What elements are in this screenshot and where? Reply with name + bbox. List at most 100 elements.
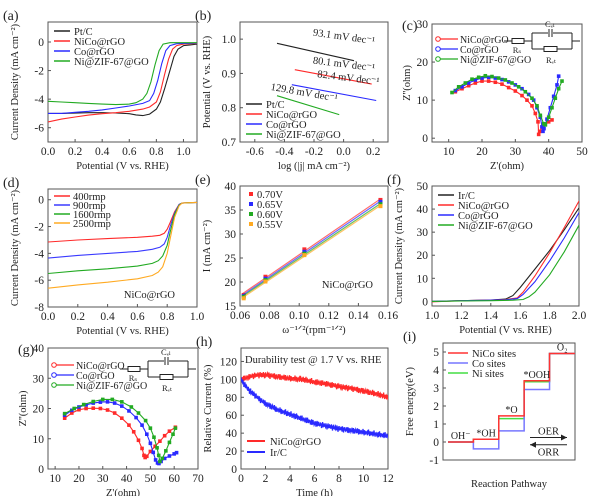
y-axis-label: Current Density (mA cm⁻²) [394, 187, 405, 304]
capacitor-gap [164, 358, 169, 364]
data-point [525, 98, 529, 102]
data-point [493, 80, 498, 85]
legend-label: Co@rGO [76, 371, 115, 382]
x-axis-label: Z'(ohm) [490, 161, 524, 172]
data-point [110, 397, 115, 402]
step-label: OH⁻ [451, 431, 471, 442]
data-point [98, 406, 103, 411]
data-point [127, 409, 131, 413]
data-point [120, 416, 124, 420]
x-tick-label: 0.2 [68, 146, 83, 158]
data-point [62, 411, 67, 416]
x-tick-label: 0.0 [336, 146, 351, 158]
y-tick-label: 0.9 [222, 68, 237, 80]
data-point [172, 452, 176, 456]
data-point [164, 449, 168, 453]
step-label: *OOH [524, 370, 551, 381]
data-point [460, 85, 464, 89]
panel-e: (e) 15 20 25 30 35 40 0.06 0.08 0.10 0.12 0.14 0.16 ω… [195, 173, 398, 336]
y-tick-label: 0 [433, 437, 439, 449]
y-tick-label: 20 [33, 404, 45, 416]
data-point [148, 441, 153, 446]
y-tick-label: 30 [417, 19, 429, 31]
series-line-400rmp [48, 201, 197, 243]
data-point [70, 411, 74, 415]
data-point [167, 429, 172, 433]
data-point [112, 401, 117, 405]
legend-label: NiCo@rGO [458, 201, 510, 212]
y-tick-label: 10 [417, 273, 429, 285]
data-point [496, 76, 501, 80]
data-point [142, 453, 146, 458]
y-tick-label: 35 [225, 205, 237, 217]
y-axis-label: Relative Current (%) [203, 364, 214, 453]
data-point [160, 456, 165, 461]
panel-label: (f) [387, 173, 401, 188]
x-tick-label: 0.0 [41, 311, 56, 323]
y-tick-label: 1 [433, 419, 439, 431]
x-tick-label: 6 [312, 473, 318, 485]
plot-frame [431, 23, 583, 143]
data-point [105, 400, 110, 404]
data-point [302, 253, 307, 258]
y-tick-label: 2 [433, 401, 439, 413]
data-point [173, 426, 178, 430]
plot-frame [47, 188, 198, 308]
data-point [120, 404, 124, 408]
data-point [523, 89, 528, 94]
data-point [145, 454, 149, 459]
data-point [545, 117, 549, 121]
panel-d: (d) 0 -2 -4 -6 -80.0 0.2 0.4 0.6 0.8 1.0 Potential … [3, 176, 204, 337]
y-tick-label: 10 [33, 434, 45, 446]
data-point [148, 426, 153, 430]
series-line-NiCo@rGO [294, 69, 372, 85]
y-axis-label: Free energy(eV) [405, 367, 416, 436]
legend-label: 1600rmp [73, 210, 111, 221]
data-point [486, 75, 491, 80]
data-point [140, 423, 144, 427]
legend-label: NiCo@rGO [76, 361, 125, 372]
x-tick-label: 50 [576, 146, 588, 158]
data-point [136, 438, 141, 443]
data-point [493, 76, 498, 80]
x-tick-label: 1.0 [176, 146, 191, 158]
x-tick-label: 1.8 [542, 310, 557, 322]
legend-label: Ni@ZIF-67@GO [458, 221, 533, 232]
rs-label: Rₛ [513, 45, 522, 55]
x-tick-label: 40 [121, 473, 133, 485]
series-line-Ni@ZIF-67@GO [48, 42, 197, 106]
y-tick-label: 0 [38, 464, 44, 476]
data-point [151, 450, 156, 455]
data-point [148, 449, 153, 454]
series-line-Pt/C [276, 42, 355, 62]
data-point [537, 129, 542, 134]
legend-label: NiCo@rGO [460, 35, 509, 46]
data-point [466, 81, 471, 85]
legend-label: NiCo@rGO [266, 110, 318, 121]
panel-label: (c) [402, 19, 418, 34]
series-line-Co@rGO [48, 42, 197, 114]
legend-label: Ir/C [458, 191, 475, 202]
data-point [100, 397, 105, 402]
data-point [167, 454, 172, 458]
data-point [162, 433, 167, 438]
data-point [473, 78, 478, 82]
legend-label: NiCo@rGO [270, 437, 322, 448]
data-point [538, 115, 543, 120]
cdl-label: Cₑₗ [545, 19, 555, 29]
data-point [535, 105, 539, 110]
data-point [171, 432, 175, 437]
plot-area [241, 370, 388, 439]
panel-h: (h) 0 20 40 60 80 100 120 0 2 4 6 8 10 12 Time (h) Relat… [196, 335, 394, 496]
x-tick-label: 0.6 [130, 311, 145, 323]
data-point [473, 81, 478, 85]
rct-label: Rₑₜ [162, 383, 173, 393]
legend-label: NiCo@rGO [74, 37, 126, 48]
series-line-2500rmp [48, 201, 197, 289]
x-tick-label: 4 [287, 473, 293, 485]
x-tick-label: 12 [382, 473, 394, 485]
data-point [553, 96, 558, 101]
data-point [143, 418, 148, 423]
data-point [77, 407, 81, 412]
